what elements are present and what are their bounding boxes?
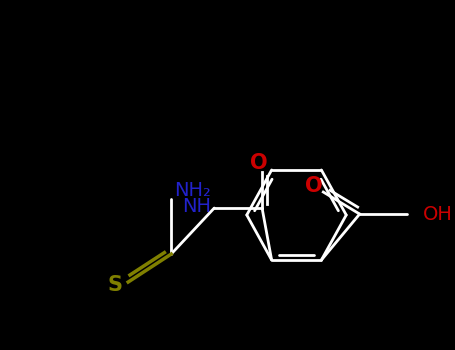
- Text: NH₂: NH₂: [174, 181, 211, 199]
- Text: OH: OH: [423, 204, 453, 224]
- Text: O: O: [250, 153, 268, 173]
- Text: NH: NH: [182, 197, 212, 216]
- Text: O: O: [305, 176, 323, 196]
- Text: S: S: [107, 275, 122, 295]
